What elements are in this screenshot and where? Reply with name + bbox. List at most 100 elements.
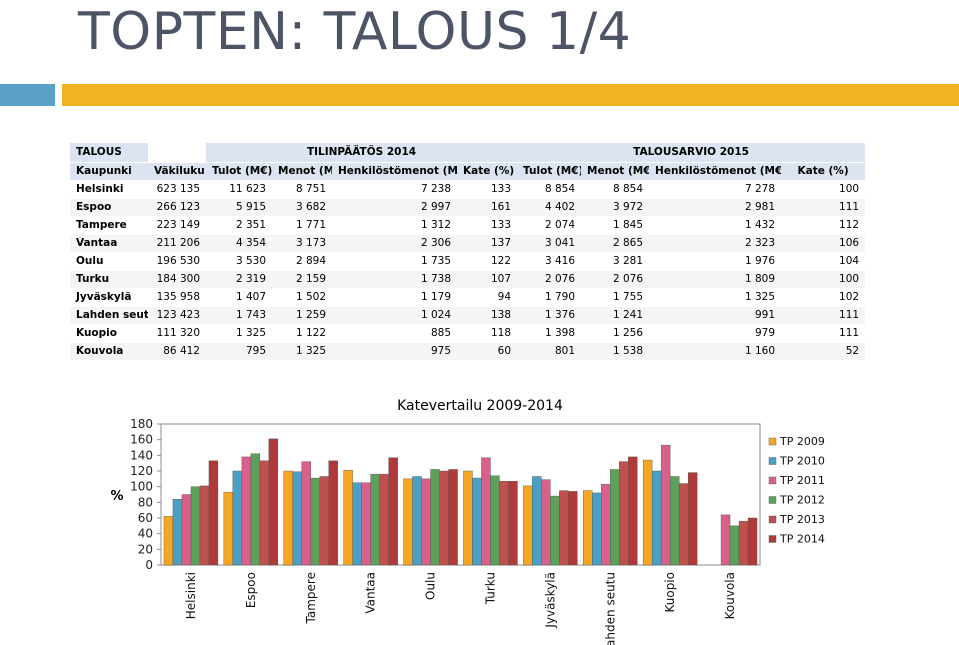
x-tick-label: Turku (483, 572, 497, 605)
bar-0-3 (190, 486, 201, 566)
y-tick-label: 20 (138, 542, 153, 556)
table-cell: 1 771 (272, 216, 332, 235)
table-cell: 133 (457, 180, 518, 199)
legend-swatch (768, 535, 777, 543)
table-cell: 1 376 (517, 306, 582, 325)
column-header-9: Kate (%) (781, 162, 866, 181)
table-cell: 2 981 (649, 198, 782, 217)
bar-6-2 (541, 479, 551, 566)
plot-area (160, 423, 761, 566)
table-cell-city: Oulu (70, 252, 148, 271)
table-cell: 2 076 (581, 270, 650, 289)
accent-band-blue (0, 84, 55, 106)
table-cell: 266 123 (148, 198, 206, 217)
bar-8-1 (651, 470, 662, 566)
y-tick-label: 180 (130, 417, 153, 431)
bar-5-0 (463, 470, 473, 566)
y-tick-label: 100 (130, 480, 153, 494)
table-cell: 107 (457, 270, 518, 289)
legend-swatch (768, 496, 777, 504)
table-cell: 4 354 (206, 234, 272, 253)
table-cell: 795 (206, 342, 272, 361)
bar-4-5 (448, 469, 458, 566)
table-cell: 52 (781, 342, 866, 361)
table-row: Oulu 196 530 3 530 2 894 1 735 122 3 416 3 281 1… (70, 252, 866, 271)
table-cell: 1 976 (649, 252, 782, 271)
table-cell: 1 755 (581, 288, 650, 307)
y-tick-label: 60 (138, 511, 153, 525)
table-cell: 3 173 (272, 234, 332, 253)
table-cell: 1 241 (581, 306, 650, 325)
table-cell: 1 160 (649, 342, 782, 361)
table-cell: 4 402 (517, 198, 582, 217)
bar-0-2 (181, 494, 192, 566)
table-cell: 100 (781, 270, 866, 289)
bar-3-1 (352, 482, 362, 566)
table-cell: 94 (457, 288, 518, 307)
table-cell: 1 738 (332, 270, 457, 289)
table-cell: 1 179 (332, 288, 457, 307)
table-cell: 1 432 (649, 216, 782, 235)
table-corner-label: TALOUS (70, 143, 148, 163)
group-header-talousarvio: TALOUSARVIO 2015 (517, 143, 866, 163)
bar-0-4 (199, 485, 210, 566)
table-cell: 111 (781, 324, 866, 343)
bar-1-1 (232, 470, 243, 566)
bar-9-3 (729, 525, 740, 566)
table-row: Vantaa 211 206 4 354 3 173 2 306 137 3 041 2 86… (70, 234, 866, 253)
table-row: Kuopio 111 320 1 325 1 122 885 118 1 398 1 256 9… (70, 324, 866, 343)
table-cell-city: Turku (70, 270, 148, 289)
table-cell: 122 (457, 252, 518, 271)
table-cell: 8 751 (272, 180, 332, 199)
legend-swatch (768, 515, 777, 524)
bar-2-0 (283, 470, 293, 566)
table-cell-city: Helsinki (70, 180, 148, 199)
table-cell: 1 735 (332, 252, 457, 271)
table-cell: 1 024 (332, 306, 457, 325)
bar-8-2 (660, 444, 671, 566)
table-cell: 2 306 (332, 234, 457, 253)
legend-swatch (768, 476, 777, 485)
bar-7-5 (628, 456, 638, 566)
column-header-1: Väkiluku (148, 162, 206, 181)
table-cell: 3 281 (581, 252, 650, 271)
table-cell: 2 865 (581, 234, 650, 253)
legend-label: TP 2010 (779, 455, 825, 468)
bar-2-3 (310, 477, 320, 566)
table-cell: 223 149 (148, 216, 206, 235)
table-cell-city: Tampere (70, 216, 148, 235)
bar-0-0 (163, 516, 174, 566)
table-cell: 1 259 (272, 306, 332, 325)
bar-1-0 (223, 491, 234, 566)
table-cell: 1 809 (649, 270, 782, 289)
table-cell: 123 423 (148, 306, 206, 325)
bar-3-4 (379, 473, 389, 566)
bar-1-3 (250, 453, 261, 566)
bar-1-4 (259, 460, 270, 566)
table-cell: 111 (781, 198, 866, 217)
table-cell: 1 325 (649, 288, 782, 307)
x-tick-label: Lahden seutu (603, 572, 617, 645)
bar-8-3 (669, 476, 680, 566)
table-cell: 2 159 (272, 270, 332, 289)
table-cell: 211 206 (148, 234, 206, 253)
column-header-0: Kaupunki (70, 162, 148, 181)
table-cell: 2 074 (517, 216, 582, 235)
table-row: Turku 184 300 2 319 2 159 1 738 107 2 076 2 076… (70, 270, 866, 289)
bar-1-2 (241, 456, 252, 566)
table-cell: 2 319 (206, 270, 272, 289)
table-cell: 1 122 (272, 324, 332, 343)
table-cell: 979 (649, 324, 782, 343)
table-group-header: TALOUS TILINPÄÄTÖS 2014 TALOUSARVIO 2015 (70, 143, 866, 163)
y-tick-label: 80 (138, 495, 153, 509)
table-cell: 1 790 (517, 288, 582, 307)
bar-5-4 (499, 480, 509, 566)
table-cell-city: Kouvola (70, 342, 148, 361)
table-cell: 102 (781, 288, 866, 307)
table-cell: 111 320 (148, 324, 206, 343)
bar-6-1 (532, 476, 542, 566)
chart-y-axis-label: % (110, 489, 123, 504)
bar-5-2 (481, 457, 491, 566)
table-cell: 2 894 (272, 252, 332, 271)
